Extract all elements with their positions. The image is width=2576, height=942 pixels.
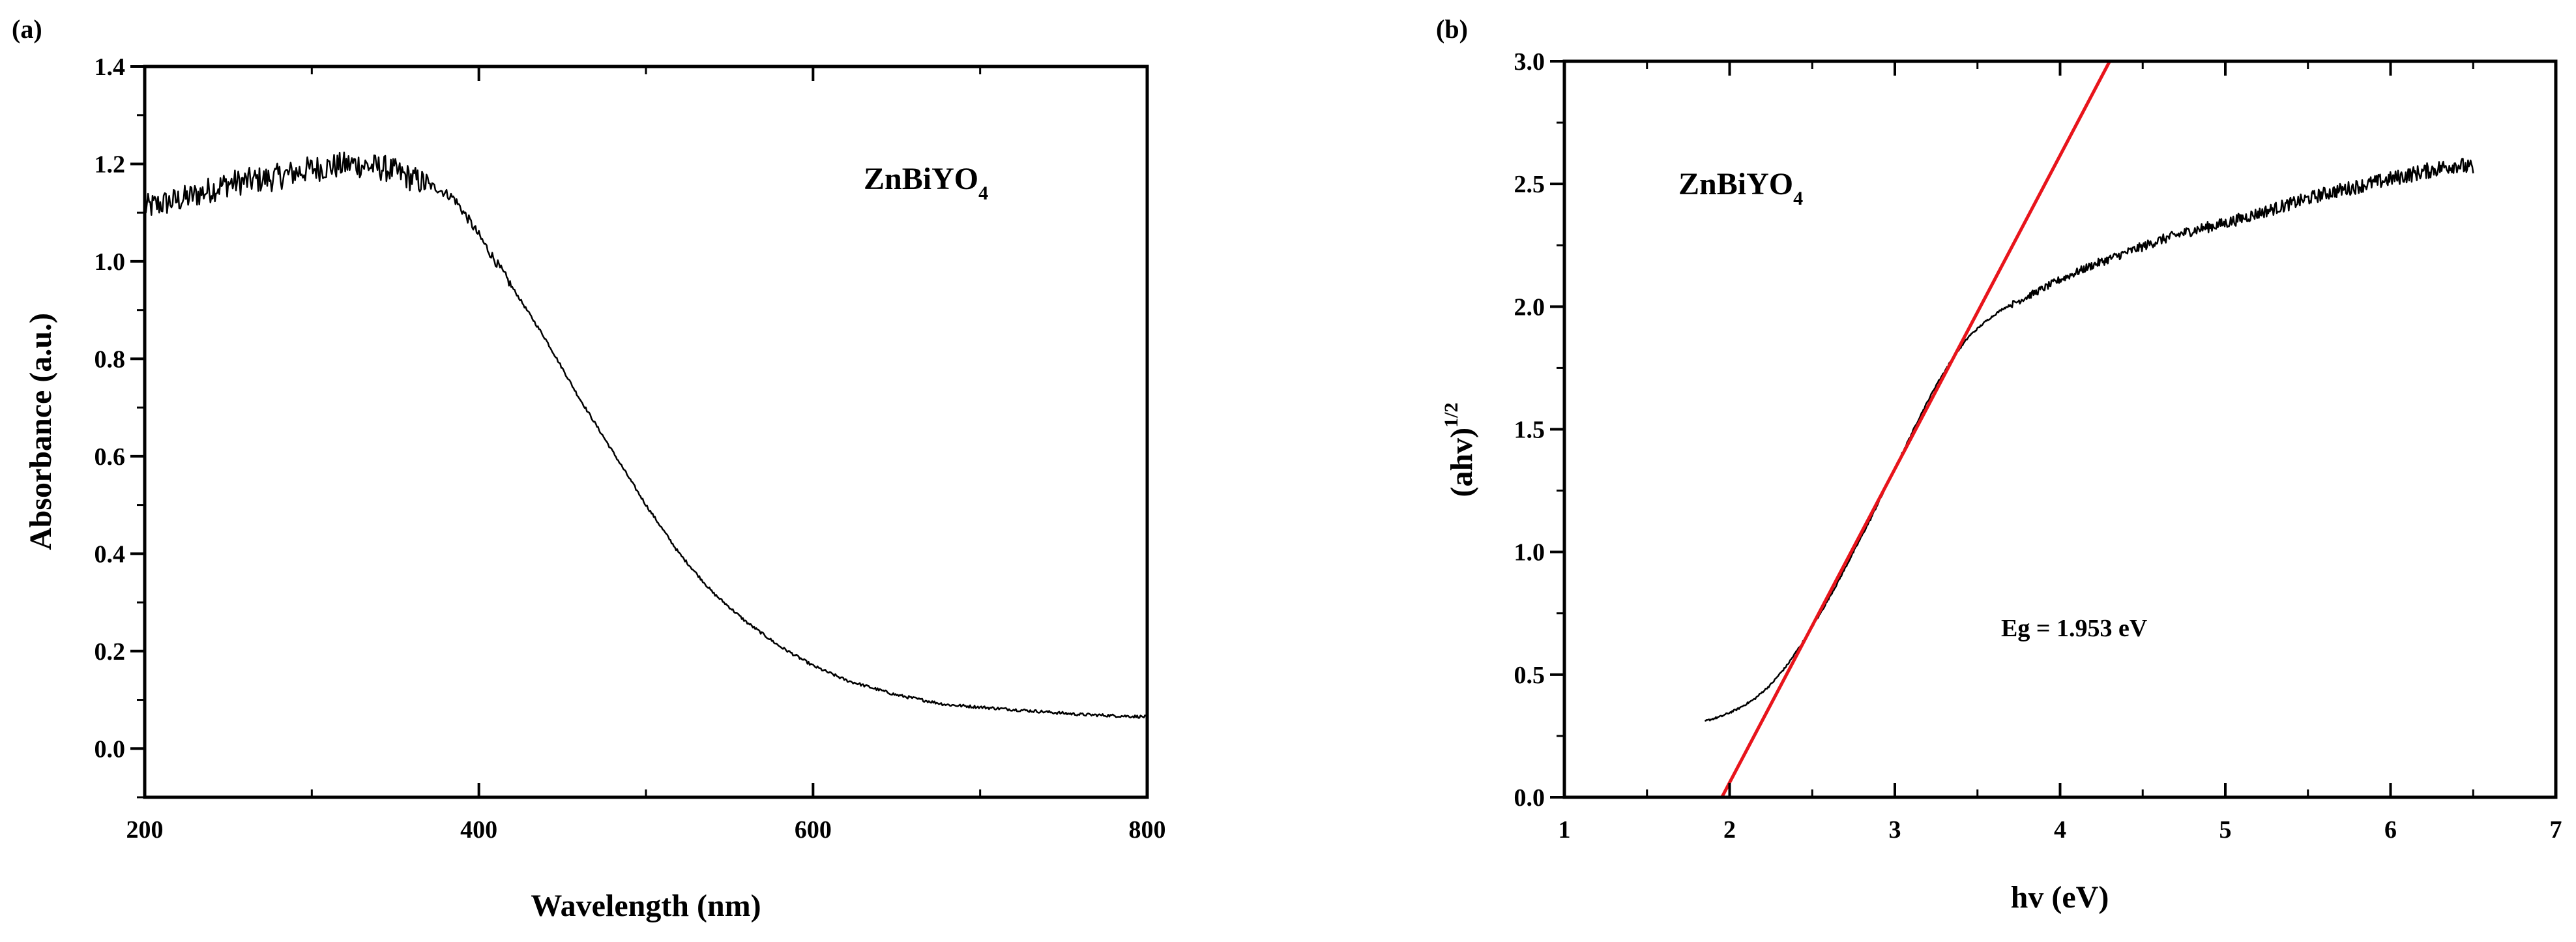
- y-tick-label: 1.0: [1514, 539, 1545, 567]
- panel-a: (a) 200 400 600 800 0.0 0.2 0.4 0.6 0.8 1.0 1.2 1.4…: [12, 14, 1166, 923]
- panel-a-annotation: ZnBiYO4: [864, 162, 988, 204]
- panel-b-annotation: ZnBiYO4: [1678, 167, 1803, 209]
- x-tick-label: 3: [1889, 816, 1901, 844]
- panel-a-y-axis-title: Absorbance (a.u.): [23, 313, 58, 550]
- y-tick-label: 0.2: [95, 638, 126, 666]
- panel-b-y-axis-title-superscript: 1/2: [1441, 402, 1462, 427]
- panel-b-eg-label: Eg = 1.953 eV: [2001, 615, 2148, 642]
- panel-a-annotation-subscript: 4: [978, 183, 988, 204]
- x-tick-label: 6: [2384, 816, 2397, 844]
- x-tick-label: 7: [2550, 816, 2562, 844]
- panel-b-y-axis-title: (ahv)1/2: [1441, 402, 1479, 497]
- x-tick-label: 400: [460, 816, 497, 844]
- x-tick-label: 5: [2219, 816, 2232, 844]
- y-tick-label: 0.4: [95, 540, 126, 568]
- x-tick-label: 800: [1129, 816, 1166, 844]
- panel-b-annotation-text: ZnBiYO: [1678, 167, 1793, 201]
- x-tick-label: 4: [2054, 816, 2066, 844]
- y-tick-label: 2.0: [1514, 293, 1545, 321]
- y-tick-label: 0.0: [1514, 784, 1545, 812]
- x-tick-label: 600: [795, 816, 832, 844]
- x-tick-label: 200: [126, 816, 164, 844]
- panel-a-x-axis-title: Wavelength (nm): [531, 889, 761, 923]
- y-tick-label: 0.0: [95, 735, 126, 763]
- y-tick-label: 0.8: [95, 346, 126, 373]
- series-line: [143, 151, 1148, 719]
- panel-b-y-axis-title-text: (ahv): [1444, 428, 1479, 497]
- y-tick-label: 1.5: [1514, 417, 1545, 444]
- y-tick-label: 1.2: [95, 151, 126, 178]
- fit-line: [1720, 60, 2111, 799]
- panel-b-label: (b): [1436, 14, 1468, 44]
- y-tick-label: 0.6: [95, 443, 126, 471]
- y-tick-label: 3.0: [1514, 48, 1545, 76]
- panel-b-annotation-subscript: 4: [1793, 188, 1803, 209]
- panel-a-annotation-text: ZnBiYO: [864, 162, 978, 196]
- series-line: [1704, 158, 2474, 722]
- x-tick-label: 2: [1723, 816, 1736, 844]
- y-tick-label: 1.4: [95, 53, 126, 81]
- x-tick-label: 1: [1559, 816, 1571, 844]
- y-tick-label: 0.5: [1514, 662, 1545, 689]
- panel-a-label: (a): [12, 14, 42, 44]
- y-tick-label: 1.0: [95, 248, 126, 276]
- panel-b: (b) 1 2 3 4 5 6 7 0.0 0.5 1.0 1.5 2.0 2.5 3.0 hv (eV)…: [1436, 14, 2562, 915]
- y-tick-label: 2.5: [1514, 171, 1545, 198]
- panel-b-x-axis-title: hv (eV): [2011, 880, 2109, 915]
